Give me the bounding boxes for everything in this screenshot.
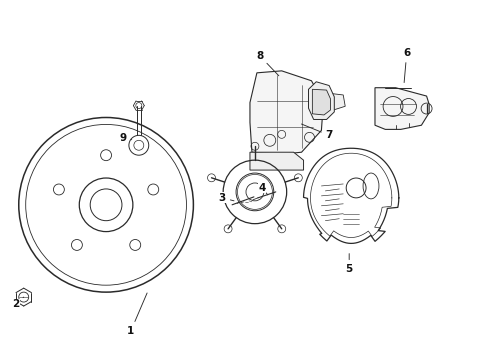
Text: 9: 9 bbox=[119, 133, 131, 143]
Text: 1: 1 bbox=[127, 293, 147, 336]
Text: 5: 5 bbox=[345, 254, 352, 274]
Text: 7: 7 bbox=[301, 124, 332, 140]
Polygon shape bbox=[249, 152, 303, 170]
Text: 2: 2 bbox=[12, 297, 24, 309]
Text: 4: 4 bbox=[258, 183, 267, 195]
Polygon shape bbox=[308, 82, 334, 120]
Text: 6: 6 bbox=[402, 48, 409, 82]
Polygon shape bbox=[326, 93, 345, 112]
Text: 8: 8 bbox=[256, 51, 278, 76]
Text: 3: 3 bbox=[218, 193, 234, 203]
Polygon shape bbox=[312, 89, 330, 115]
Polygon shape bbox=[249, 71, 323, 154]
Polygon shape bbox=[374, 88, 428, 129]
